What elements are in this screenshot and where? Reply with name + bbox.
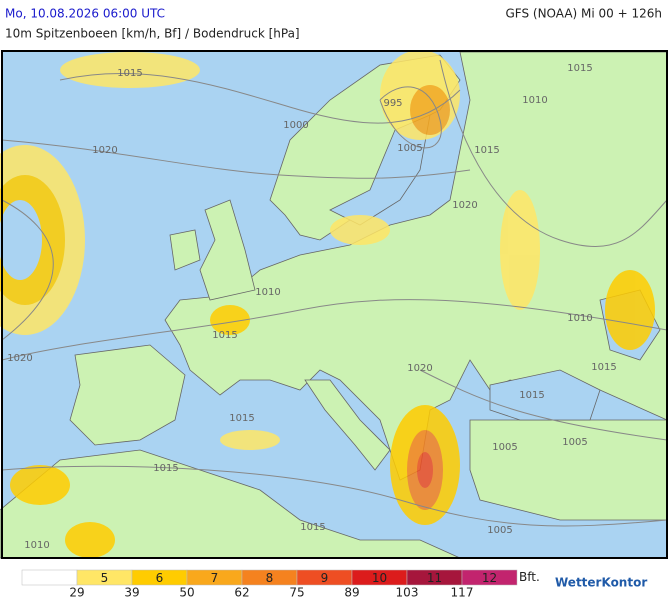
map [0,50,668,559]
legend-bft: 10 [372,571,387,585]
legend-kmh: 62 [234,586,249,600]
isobar-label: 1010 [255,287,280,298]
legend-bft: 6 [156,571,164,585]
isobar-label: 1015 [117,68,142,79]
isobar-label: 1015 [300,522,325,533]
isobar-label: 1015 [153,463,178,474]
legend-kmh: 39 [124,586,139,600]
legend-bft: 7 [211,571,219,585]
model: GFS (NOAA) Mi 00 + 126h [505,7,662,21]
legend-bft: 8 [266,571,274,585]
isobar-label: 1020 [407,363,432,374]
isobar-label: 1020 [92,145,117,156]
legend-kmh: 50 [179,586,194,600]
isobar-label: 1005 [562,437,587,448]
isobar-label: 1015 [519,390,544,401]
isobar-label: 1005 [492,442,517,453]
isobar-label: 1015 [212,330,237,341]
isobar-label: 1015 [591,362,616,373]
isobar-label: 1015 [474,145,499,156]
subtitle: 10m Spitzenboeen [km/h, Bf] / Bodendruck… [5,27,300,41]
isobar-label: 1020 [7,353,32,364]
isobar-label: 1005 [487,525,512,536]
isobar-label: 1000 [283,120,308,131]
legend-kmh: 89 [344,586,359,600]
brand: WetterKontor [555,576,647,590]
isobar-label: 995 [383,98,402,109]
legend-kmh: 117 [451,586,474,600]
legend-bft: 9 [321,571,329,585]
legend-kmh: 75 [289,586,304,600]
legend-bft: 12 [482,571,497,585]
isobar-label: 1010 [522,95,547,106]
isobar-label: 1020 [452,200,477,211]
legend-swatch [21,569,78,586]
isobar-label: 1015 [229,413,254,424]
legend-unit: Bft. [519,570,540,584]
datetime: Mo, 10.08.2026 06:00 UTC [5,7,165,21]
isobar-label: 1010 [567,313,592,324]
legend-swatch [461,569,518,586]
legend-kmh: 29 [69,586,84,600]
legend-kmh: 103 [396,586,419,600]
legend-bft: 5 [101,571,109,585]
isobar-label: 1005 [397,143,422,154]
isobar-label: 1015 [567,63,592,74]
legend-bft: 11 [427,571,442,585]
isobar-label: 1010 [24,540,49,551]
